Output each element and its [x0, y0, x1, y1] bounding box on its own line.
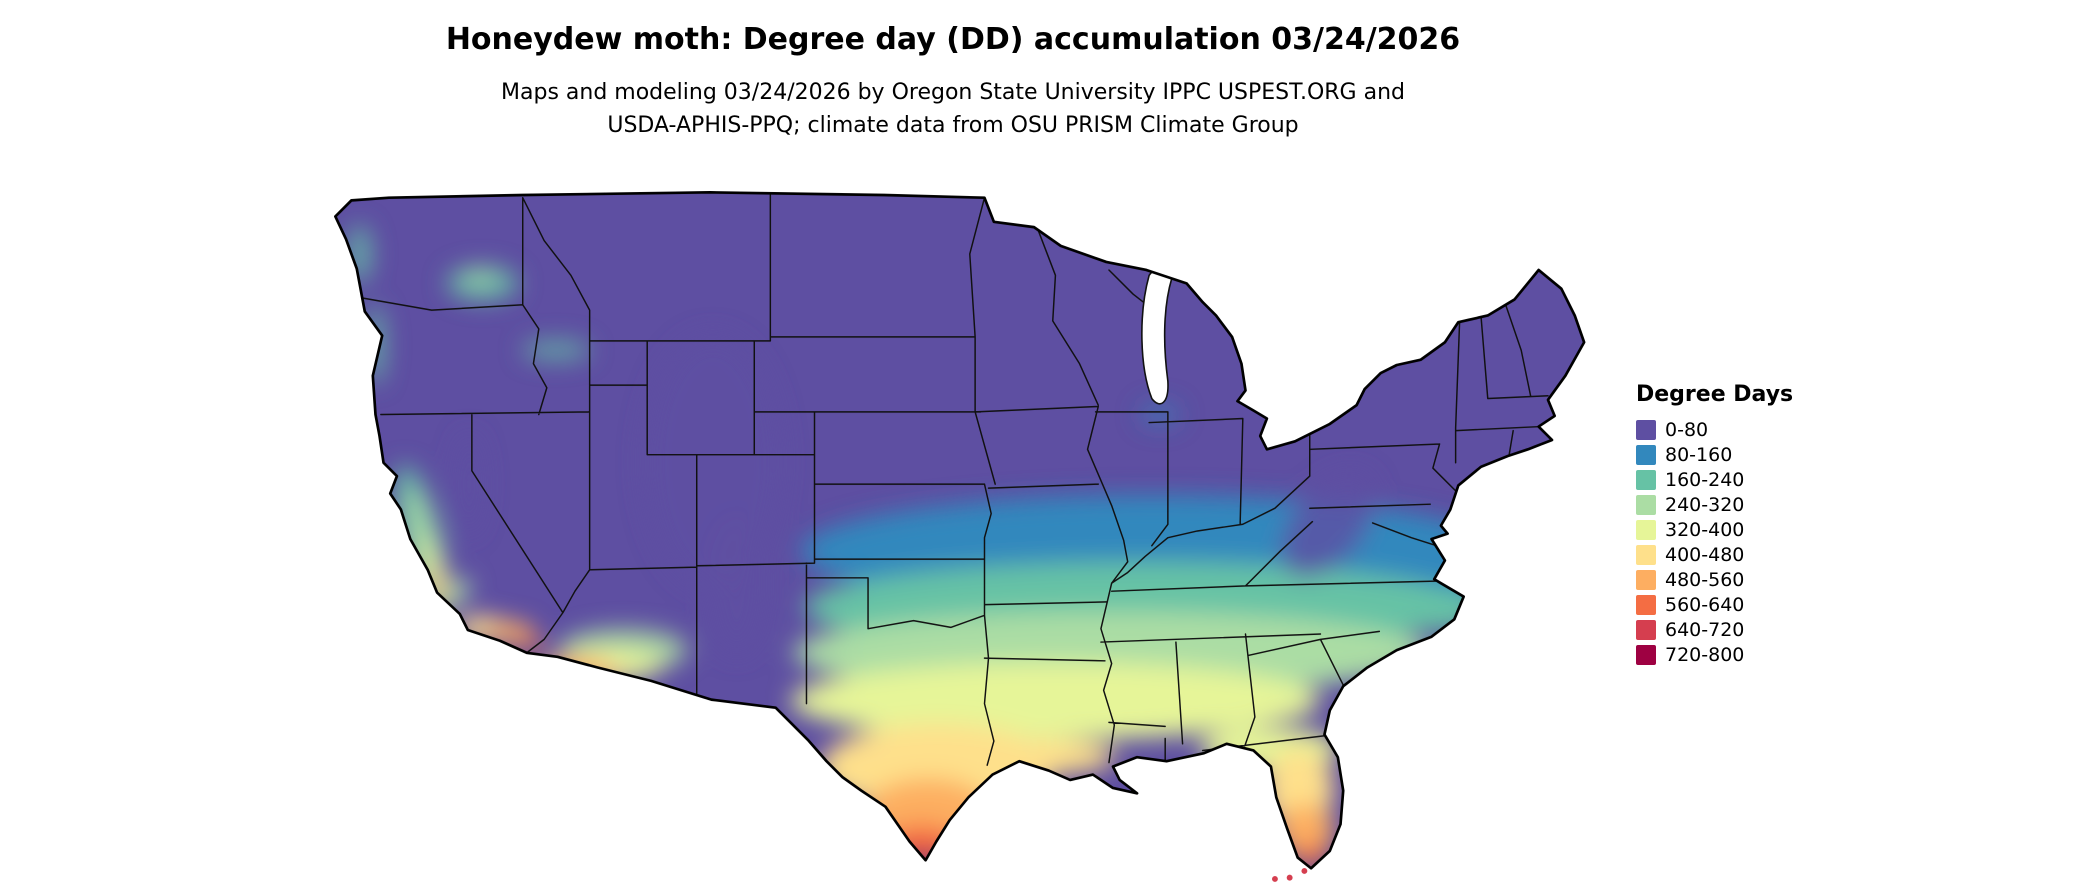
legend-color-swatch — [1636, 594, 1656, 615]
legend-color-swatch — [1636, 444, 1656, 465]
legend: Degree Days 0-80 80-160 160-240 240-320 … — [1636, 382, 1793, 667]
subtitle-line-2: USDA-APHIS-PPQ; climate data from OSU PR… — [607, 113, 1299, 138]
us-degree-day-map — [308, 187, 1594, 883]
state-boundaries-east — [974, 229, 1549, 764]
legend-item: 320-400 — [1636, 517, 1793, 542]
subtitle-line-1: Maps and modeling 03/24/2026 by Oregon S… — [501, 80, 1405, 105]
legend-color-swatch — [1636, 494, 1656, 515]
legend-item-label: 160-240 — [1665, 468, 1745, 491]
legend-item-label: 0-80 — [1665, 418, 1709, 441]
legend-item: 720-800 — [1636, 642, 1793, 667]
legend-title: Degree Days — [1636, 382, 1794, 407]
page-subtitle: Maps and modeling 03/24/2026 by Oregon S… — [0, 76, 1906, 142]
legend-item-label: 480-560 — [1665, 568, 1745, 591]
legend-item-label: 320-400 — [1665, 518, 1745, 541]
legend-item: 480-560 — [1636, 567, 1793, 592]
page-title: Honeydew moth: Degree day (DD) accumulat… — [445, 22, 1461, 57]
florida-keys — [1271, 868, 1308, 882]
legend-item-label: 80-160 — [1665, 443, 1733, 466]
us-map-svg — [333, 191, 1586, 882]
legend-item: 240-320 — [1636, 492, 1793, 517]
legend-item: 560-640 — [1636, 592, 1793, 617]
title-block: Honeydew moth: Degree day (DD) accumulat… — [0, 22, 1906, 142]
legend-item: 400-480 — [1636, 542, 1793, 567]
legend-item: 640-720 — [1636, 617, 1793, 642]
legend-color-swatch — [1636, 419, 1656, 440]
legend-color-swatch — [1636, 569, 1656, 590]
legend-item-label: 640-720 — [1665, 618, 1745, 641]
raster-fill-layer — [335, 192, 1585, 869]
us-outline — [333, 191, 1586, 870]
legend-item: 80-160 — [1636, 442, 1793, 467]
legend-color-swatch — [1636, 519, 1656, 540]
state-boundaries-west — [354, 194, 1107, 766]
legend-item: 0-80 — [1636, 417, 1793, 442]
legend-item-label: 400-480 — [1665, 543, 1745, 566]
legend-item-label: 560-640 — [1665, 593, 1745, 616]
legend-color-swatch — [1636, 469, 1656, 490]
legend-item: 160-240 — [1636, 467, 1793, 492]
legend-color-swatch — [1636, 644, 1656, 665]
legend-color-swatch — [1636, 619, 1656, 640]
legend-color-swatch — [1636, 544, 1656, 565]
legend-item-label: 720-800 — [1665, 643, 1745, 666]
legend-item-label: 240-320 — [1665, 493, 1745, 516]
